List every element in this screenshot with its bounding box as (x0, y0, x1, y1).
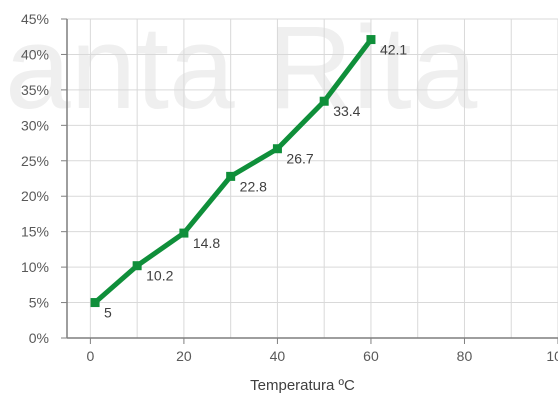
series-line (90, 35, 376, 308)
data-label: 26.7 (286, 151, 313, 167)
data-point-marker (272, 144, 282, 154)
data-point-marker (90, 298, 100, 308)
x-tick-label: 0 (86, 348, 94, 364)
data-label: 22.8 (240, 178, 267, 194)
data-label: 10.2 (146, 268, 173, 284)
y-tick-label: 10% (21, 259, 49, 275)
data-point-marker (226, 171, 236, 181)
data-label: 33.4 (333, 103, 360, 119)
x-tick-label: 80 (457, 348, 473, 364)
y-axis-ticks: 0% 5% 10% 15% 20% 25% 30% 35% 40% 45% (21, 11, 67, 346)
data-labels: 5 10.2 14.8 22.8 26.7 33.4 42.1 (104, 42, 407, 321)
data-point-marker (132, 261, 142, 271)
x-tick-label: 20 (176, 348, 192, 364)
y-tick-label: 0% (29, 330, 49, 346)
x-tick-label: 100 (546, 348, 558, 364)
y-tick-label: 30% (21, 117, 49, 133)
y-tick-label: 25% (21, 153, 49, 169)
y-tick-label: 20% (21, 188, 49, 204)
x-tick-label: 60 (363, 348, 379, 364)
data-point-marker (179, 228, 189, 238)
data-label: 14.8 (193, 235, 220, 251)
data-point-marker (366, 35, 376, 45)
y-tick-label: 5% (29, 295, 49, 311)
y-tick-label: 40% (21, 46, 49, 62)
x-tick-label: 40 (270, 348, 286, 364)
y-tick-label: 45% (21, 11, 49, 27)
axes (66, 19, 558, 339)
data-point-marker (319, 96, 329, 106)
y-tick-label: 35% (21, 82, 49, 98)
y-tick-label: 15% (21, 224, 49, 240)
x-axis-ticks: 0 20 40 60 80 100 (86, 338, 558, 364)
data-label: 42.1 (380, 42, 407, 58)
x-axis-label: Temperatura ºC (250, 377, 355, 394)
data-label: 5 (104, 305, 112, 321)
watermark: anta Rita (5, 2, 478, 134)
